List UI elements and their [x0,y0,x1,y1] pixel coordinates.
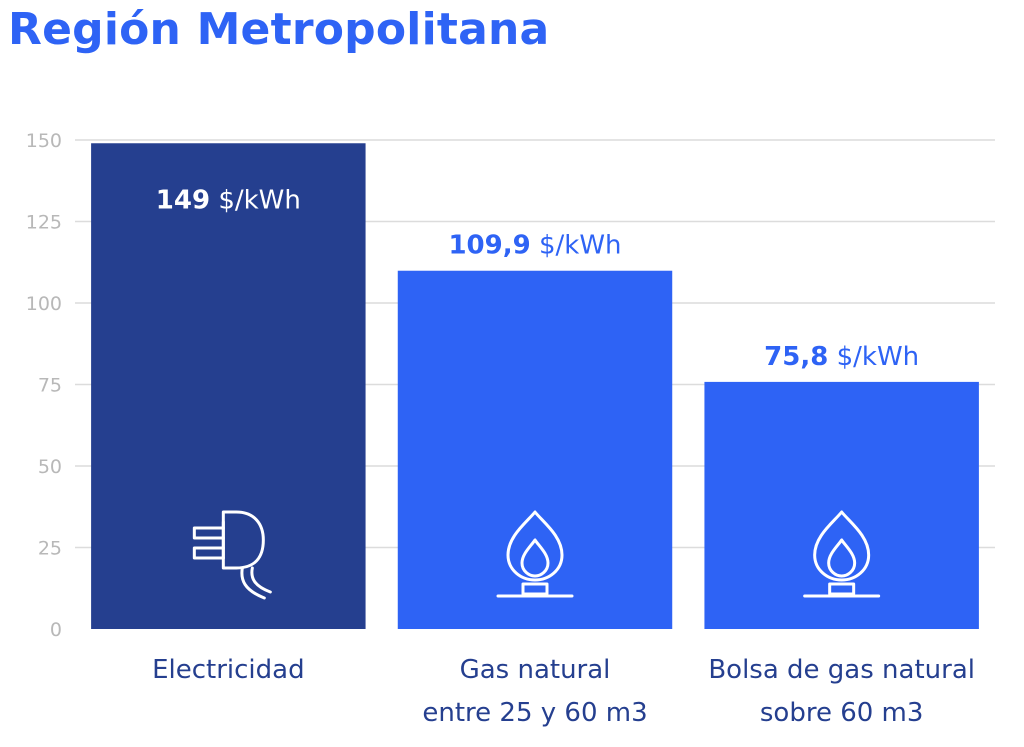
category-label: sobre 60 m3 [760,698,924,728]
bar-value-label: 109,9 $/kWh [448,231,621,261]
y-tick-label: 100 [26,293,62,315]
bar-value-number: 109,9 [448,231,530,261]
bar-value-unit: $/kWh [210,185,301,215]
category-label: Bolsa de gas natural [708,655,975,685]
bar [704,381,979,629]
bar-value-label: 75,8 $/kWh [764,342,919,372]
bar-value-number: 75,8 [764,342,828,372]
category-label: Electricidad [152,655,305,685]
gas-flame-icon [496,510,574,598]
y-tick-label: 125 [26,212,62,234]
y-tick-label: 50 [38,456,62,478]
y-tick-label: 75 [38,375,62,397]
gas-flame-icon [803,510,881,598]
bar [397,270,673,629]
y-tick-label: 0 [50,619,62,641]
page-title: Región Metropolitana [8,4,550,55]
plug-icon [192,510,272,600]
y-tick-label: 25 [38,538,62,560]
bar-value-unit: $/kWh [828,342,919,372]
category-label: entre 25 y 60 m3 [422,698,647,728]
bar-value-label: 149 $/kWh [156,185,301,215]
bar-value-unit: $/kWh [531,231,622,261]
category-label: Gas natural [460,655,611,685]
y-tick-label: 150 [26,130,62,152]
bar [91,143,366,629]
bar-value-number: 149 [156,185,210,215]
